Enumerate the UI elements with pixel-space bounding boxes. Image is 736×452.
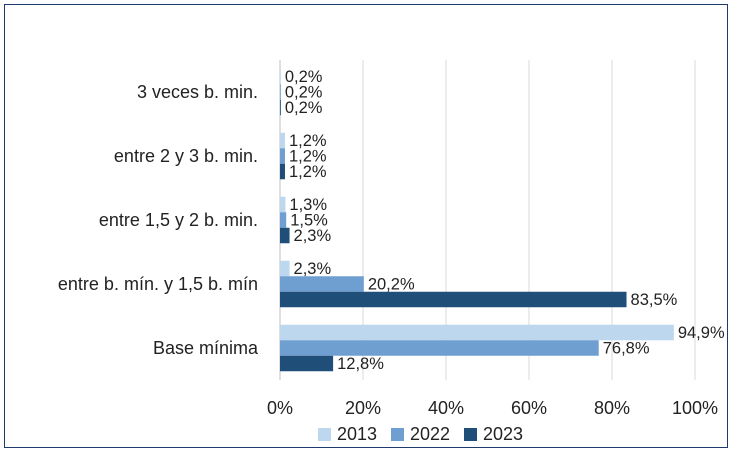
x-tick-label: 0% <box>267 398 293 418</box>
x-tick-label: 100% <box>672 398 718 418</box>
legend-swatch-2013 <box>318 428 331 441</box>
data-label: 20,2% <box>368 275 415 293</box>
bar-2013 <box>280 132 285 149</box>
data-label: 0,2% <box>285 68 323 86</box>
category-label: 3 veces b. min. <box>137 82 258 102</box>
data-label: 1,3% <box>289 196 327 214</box>
legend-swatch-2022 <box>391 428 404 441</box>
bar-2013 <box>280 68 281 85</box>
data-label: 2,3% <box>294 260 332 278</box>
bar-2022 <box>280 148 285 164</box>
bar-2022 <box>280 84 281 100</box>
bar-2022 <box>280 212 287 228</box>
category-label: entre 2 y 3 b. min. <box>114 146 258 166</box>
bar-2023 <box>280 355 334 372</box>
data-label: 83,5% <box>631 291 678 309</box>
bar-2013 <box>280 324 674 341</box>
bar-2013 <box>280 260 290 277</box>
category-label: entre 1,5 y 2 b. min. <box>99 210 258 230</box>
x-tick-label: 40% <box>428 398 464 418</box>
data-label: 1,2% <box>289 132 327 150</box>
bar-2022 <box>280 276 364 292</box>
data-label: 1,2% <box>289 163 327 181</box>
data-label: 1,5% <box>290 211 328 229</box>
category-label: entre b. mín. y 1,5 b. mín <box>58 274 258 294</box>
chart-frame <box>4 4 728 448</box>
data-label: 76,8% <box>603 339 650 357</box>
legend-label-2013: 2013 <box>337 424 377 444</box>
legend-label-2023: 2023 <box>483 424 523 444</box>
x-tick-label: 80% <box>594 398 630 418</box>
bar-2022 <box>280 340 599 356</box>
bar-2013 <box>280 196 286 213</box>
bar-2023 <box>280 227 290 244</box>
data-label: 1,2% <box>289 147 327 165</box>
data-label: 2,3% <box>294 227 332 245</box>
x-tick-label: 20% <box>345 398 381 418</box>
bar-2023 <box>280 163 285 180</box>
data-label: 94,9% <box>678 324 725 342</box>
x-tick-label: 60% <box>511 398 547 418</box>
category-label: Base mínima <box>153 338 259 358</box>
legend-label-2022: 2022 <box>410 424 450 444</box>
legend-swatch-2023 <box>464 428 477 441</box>
data-label: 12,8% <box>337 355 384 373</box>
data-label: 0,2% <box>285 99 323 117</box>
bar-2023 <box>280 99 281 116</box>
data-label: 0,2% <box>285 83 323 101</box>
bar-2023 <box>280 291 627 308</box>
